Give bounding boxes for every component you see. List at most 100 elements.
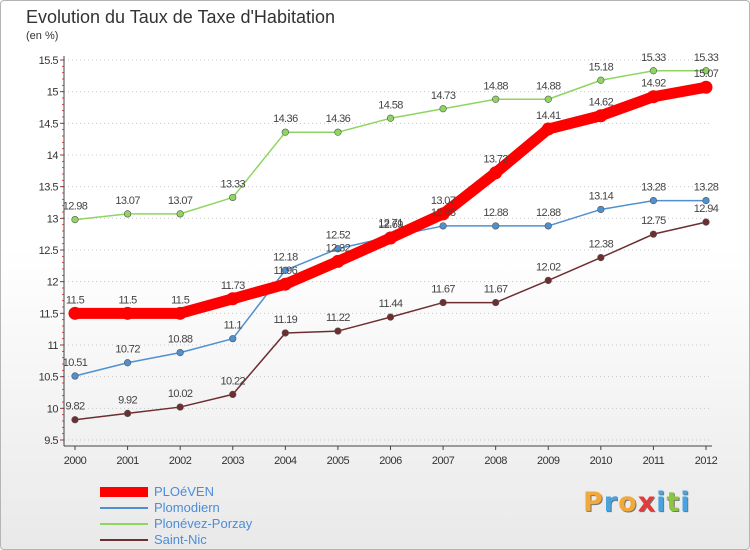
x-tick-label: 2001: [116, 455, 139, 467]
logo-letter: t: [666, 487, 681, 518]
data-label: 9.92: [118, 394, 137, 406]
data-point: [544, 222, 552, 230]
data-point: [594, 109, 608, 123]
chart-title: Evolution du Taux de Taxe d'Habitation: [26, 7, 335, 27]
data-label: 10.02: [168, 388, 193, 400]
data-label: 12.18: [273, 251, 298, 263]
x-tick-label: 2004: [274, 455, 297, 467]
data-label: 10.51: [63, 357, 88, 369]
data-label: 13.14: [589, 190, 614, 202]
data-point: [702, 218, 710, 226]
data-label: 14.88: [536, 80, 561, 92]
data-point: [489, 166, 503, 180]
data-label: 12.71: [378, 218, 403, 230]
legend-label: Plonévez-Porzay: [154, 516, 253, 531]
data-label: 15.07: [694, 68, 719, 80]
logo-letter: o: [618, 487, 638, 518]
logo-letter: P: [583, 487, 604, 518]
data-label: 12.75: [641, 215, 666, 227]
data-point: [176, 349, 184, 357]
chart-subtitle: (en %): [26, 30, 59, 42]
legend-swatch: [100, 523, 148, 525]
data-label: 12.88: [483, 207, 508, 219]
logo-letter: i: [656, 487, 667, 518]
data-label: 12.94: [694, 203, 719, 215]
y-tick-label: 11: [48, 340, 59, 352]
data-label: 13.07: [168, 195, 193, 207]
data-point: [649, 197, 658, 205]
data-point: [597, 205, 605, 214]
legend-label: PLOéVEN: [154, 484, 214, 499]
data-point: [176, 403, 184, 411]
data-point: [71, 416, 79, 424]
data-point: [121, 306, 135, 320]
data-point: [492, 222, 500, 230]
data-label: 9.82: [65, 401, 84, 413]
data-label: 11.44: [379, 298, 403, 310]
legend-label: Plomodiern: [154, 500, 220, 515]
legend-swatch: [100, 507, 148, 509]
data-label: 11.1: [224, 320, 243, 332]
data-point: [544, 95, 552, 103]
data-point: [699, 80, 713, 94]
x-tick-label: 2011: [643, 455, 665, 467]
data-label: 14.92: [641, 78, 666, 90]
data-point: [702, 197, 710, 205]
data-label: 13.07: [115, 195, 140, 207]
data-point: [71, 372, 79, 380]
data-label: 14.36: [326, 113, 351, 125]
data-point: [176, 210, 184, 218]
legend-swatch: [100, 539, 148, 541]
data-label: 12.88: [431, 207, 456, 219]
data-point: [386, 313, 395, 321]
legend-swatch: [100, 487, 148, 497]
data-point: [331, 254, 345, 268]
data-label: 11.5: [118, 294, 137, 306]
y-tick-label: 9.5: [44, 435, 58, 447]
data-point: [597, 76, 605, 84]
data-label: 11.73: [221, 280, 245, 292]
y-tick-label: 14: [47, 150, 59, 162]
data-point: [439, 222, 447, 230]
data-label: 11.67: [484, 284, 508, 296]
data-label: 12.88: [536, 207, 561, 219]
data-point: [334, 327, 342, 335]
data-point: [229, 390, 237, 399]
y-tick-label: 14.5: [39, 118, 59, 130]
data-label: 12.38: [589, 239, 614, 251]
data-label: 13.33: [220, 178, 245, 190]
data-label: 11.5: [66, 294, 85, 306]
data-label: 12.98: [63, 201, 88, 213]
logo-letter: r: [603, 487, 619, 518]
data-point: [281, 266, 289, 274]
data-point: [123, 210, 132, 218]
x-tick-label: 2012: [695, 455, 718, 467]
data-label: 11.22: [326, 312, 350, 324]
y-tick-label: 11.5: [39, 308, 58, 320]
data-label: 13.07: [431, 195, 456, 207]
data-point: [646, 90, 660, 104]
x-tick-label: 2009: [537, 455, 560, 467]
data-point: [281, 329, 289, 337]
data-label: 12.69: [378, 219, 403, 231]
logo-letter: x: [637, 487, 657, 518]
y-tick-label: 12: [47, 277, 59, 289]
data-label: 12.52: [326, 230, 351, 242]
x-tick-label: 2006: [379, 455, 402, 467]
data-label: 14.88: [483, 80, 508, 92]
data-point: [439, 105, 447, 113]
x-tick-label: 2003: [222, 455, 245, 467]
x-tick-label: 2010: [590, 455, 613, 467]
data-label: 14.41: [536, 110, 561, 122]
data-label: 11.19: [273, 314, 297, 326]
data-point: [702, 67, 710, 75]
y-tick-label: 13: [47, 213, 59, 225]
data-point: [649, 230, 658, 238]
y-tick-label: 13.5: [39, 182, 59, 194]
data-label: 14.36: [273, 113, 298, 125]
data-point: [173, 306, 187, 320]
y-tick-label: 15: [47, 87, 59, 99]
data-point: [597, 254, 605, 262]
data-label: 14.73: [431, 90, 456, 102]
